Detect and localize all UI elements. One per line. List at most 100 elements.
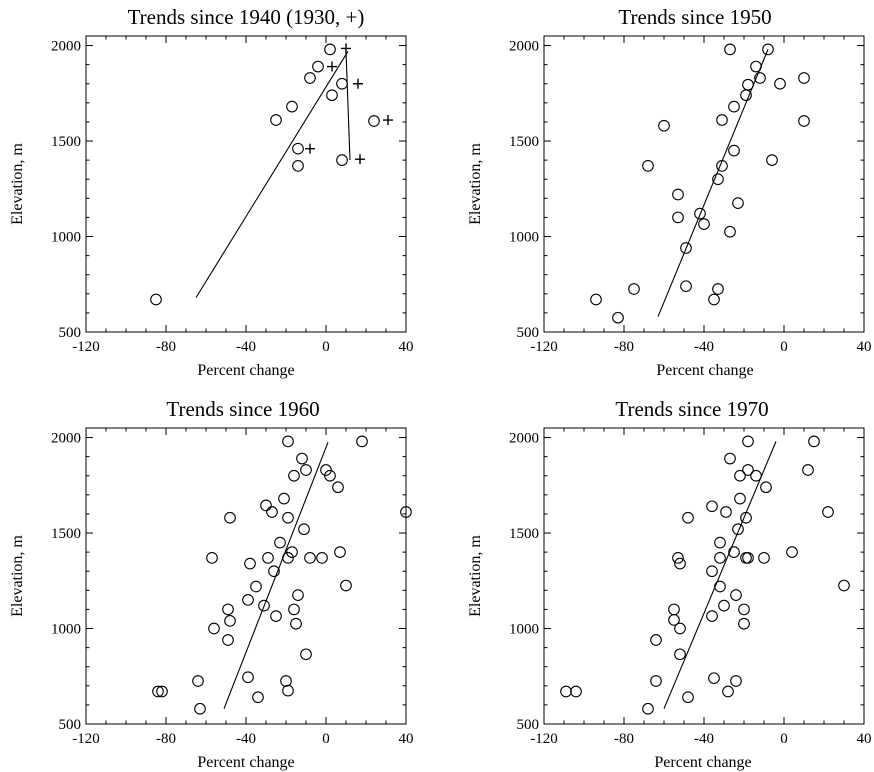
y-tick-label: 2000: [509, 39, 539, 55]
x-tick-label: 40: [399, 339, 414, 355]
chart-title: Trends since 1970: [615, 397, 768, 421]
data-point-circle: [734, 469, 746, 482]
y-axis-label: Elevation, m: [467, 143, 484, 225]
data-point-circle: [708, 672, 720, 685]
y-axis-label: Elevation, m: [467, 535, 484, 617]
data-point-circle: [290, 617, 302, 630]
data-point-circle: [324, 469, 336, 482]
data-point-circle: [674, 648, 686, 661]
data-point-circle: [722, 685, 734, 698]
x-axis-label: Percent change: [656, 362, 753, 379]
data-point-circle: [672, 211, 684, 224]
data-point-circle: [280, 675, 292, 687]
data-point-circle: [694, 207, 706, 220]
data-point-circle: [728, 144, 740, 157]
data-point-circle: [222, 634, 234, 646]
data-point-circle: [270, 610, 282, 622]
x-tick-label: 40: [857, 339, 872, 355]
data-point-circle: [150, 293, 162, 306]
trend-line: [663, 441, 777, 709]
x-tick-label: -80: [156, 339, 176, 355]
y-tick-label: 2000: [509, 431, 539, 447]
data-point-circle: [292, 160, 304, 172]
x-tick-label: -40: [236, 731, 256, 747]
data-point-circle: [336, 77, 348, 90]
x-axis-label: Percent change: [197, 362, 294, 379]
chart-title: Trends since 1950: [618, 5, 771, 29]
data-point-circle: [286, 100, 298, 113]
data-point-circle: [766, 154, 778, 166]
data-point-circle: [224, 615, 236, 627]
axes-frame: [543, 427, 865, 725]
data-point-circle: [738, 617, 750, 630]
data-point-circle: [260, 499, 272, 512]
data-point-plus: [383, 115, 393, 126]
data-point-circle: [674, 622, 686, 635]
data-point-circle: [194, 702, 206, 715]
data-point-circle: [560, 685, 572, 698]
y-tick-label: 1000: [509, 622, 539, 638]
data-point-circle: [668, 603, 680, 616]
plot-area: -120 -80 -40 0 40 500 1000 1500 2000: [51, 35, 414, 355]
data-point-circle: [680, 280, 692, 293]
data-point-plus: [353, 78, 363, 89]
data-point-circle: [208, 622, 220, 635]
data-point-circle: [738, 603, 750, 616]
x-tick-label: -80: [614, 731, 634, 747]
x-tick-label: -120: [72, 339, 100, 355]
x-tick-label: 0: [780, 731, 788, 747]
y-tick-label: 1500: [51, 134, 81, 150]
data-point-circle: [282, 552, 294, 564]
data-point-circle: [304, 552, 316, 564]
data-point-circle: [278, 492, 290, 505]
data-point-circle: [754, 72, 766, 84]
trend-line: [657, 49, 769, 317]
data-point-circle: [724, 43, 736, 56]
data-point-plus: [327, 61, 337, 72]
data-point-circle: [714, 552, 726, 564]
data-point-circle: [724, 225, 736, 238]
data-point-circle: [838, 579, 850, 592]
data-point-circle: [222, 603, 234, 616]
data-point-circle: [320, 464, 332, 476]
y-tick-label: 500: [517, 325, 540, 341]
data-point-circle: [292, 589, 304, 601]
data-point-circle: [798, 72, 810, 84]
data-point-circle: [312, 60, 324, 73]
data-point-circle: [292, 142, 304, 155]
data-point-circle: [628, 283, 640, 295]
data-point-circle: [740, 511, 752, 524]
panel-trends-since-1970: Trends since 1970 Elevation, m Percent c…: [467, 397, 872, 771]
data-point-circle: [774, 77, 786, 90]
y-tick-label: 1500: [509, 134, 539, 150]
x-tick-label: -40: [236, 339, 256, 355]
plot-area: -120 -80 -40 0 40 500 1000 1500 2000: [509, 427, 872, 747]
trend-line: [345, 51, 351, 161]
data-point-circle: [270, 114, 282, 126]
data-point-circle: [732, 197, 744, 209]
data-point-circle: [712, 173, 724, 186]
panel-trends-since-1960: Trends since 1960 Elevation, m Percent c…: [9, 397, 414, 771]
data-point-circle: [706, 500, 718, 513]
data-point-circle: [728, 100, 740, 113]
data-point-circle: [258, 599, 270, 612]
data-point-circle: [822, 506, 834, 518]
data-point-circle: [288, 469, 300, 482]
data-point-circle: [156, 685, 168, 698]
data-point-circle: [642, 702, 654, 715]
y-axis-label: Elevation, m: [9, 535, 26, 617]
data-point-circle: [808, 435, 820, 448]
data-point-circle: [682, 691, 694, 704]
x-tick-label: 0: [322, 731, 330, 747]
data-point-circle: [286, 546, 298, 558]
data-point-circle: [192, 675, 204, 687]
data-point-circle: [734, 492, 746, 505]
data-point-circle: [758, 552, 770, 564]
data-point-circle: [762, 43, 774, 56]
x-tick-label: -120: [72, 731, 100, 747]
data-point-circle: [326, 89, 338, 102]
x-tick-label: -120: [530, 731, 558, 747]
data-point-circle: [732, 523, 744, 536]
data-point-circle: [242, 671, 254, 684]
data-point-circle: [262, 552, 274, 564]
